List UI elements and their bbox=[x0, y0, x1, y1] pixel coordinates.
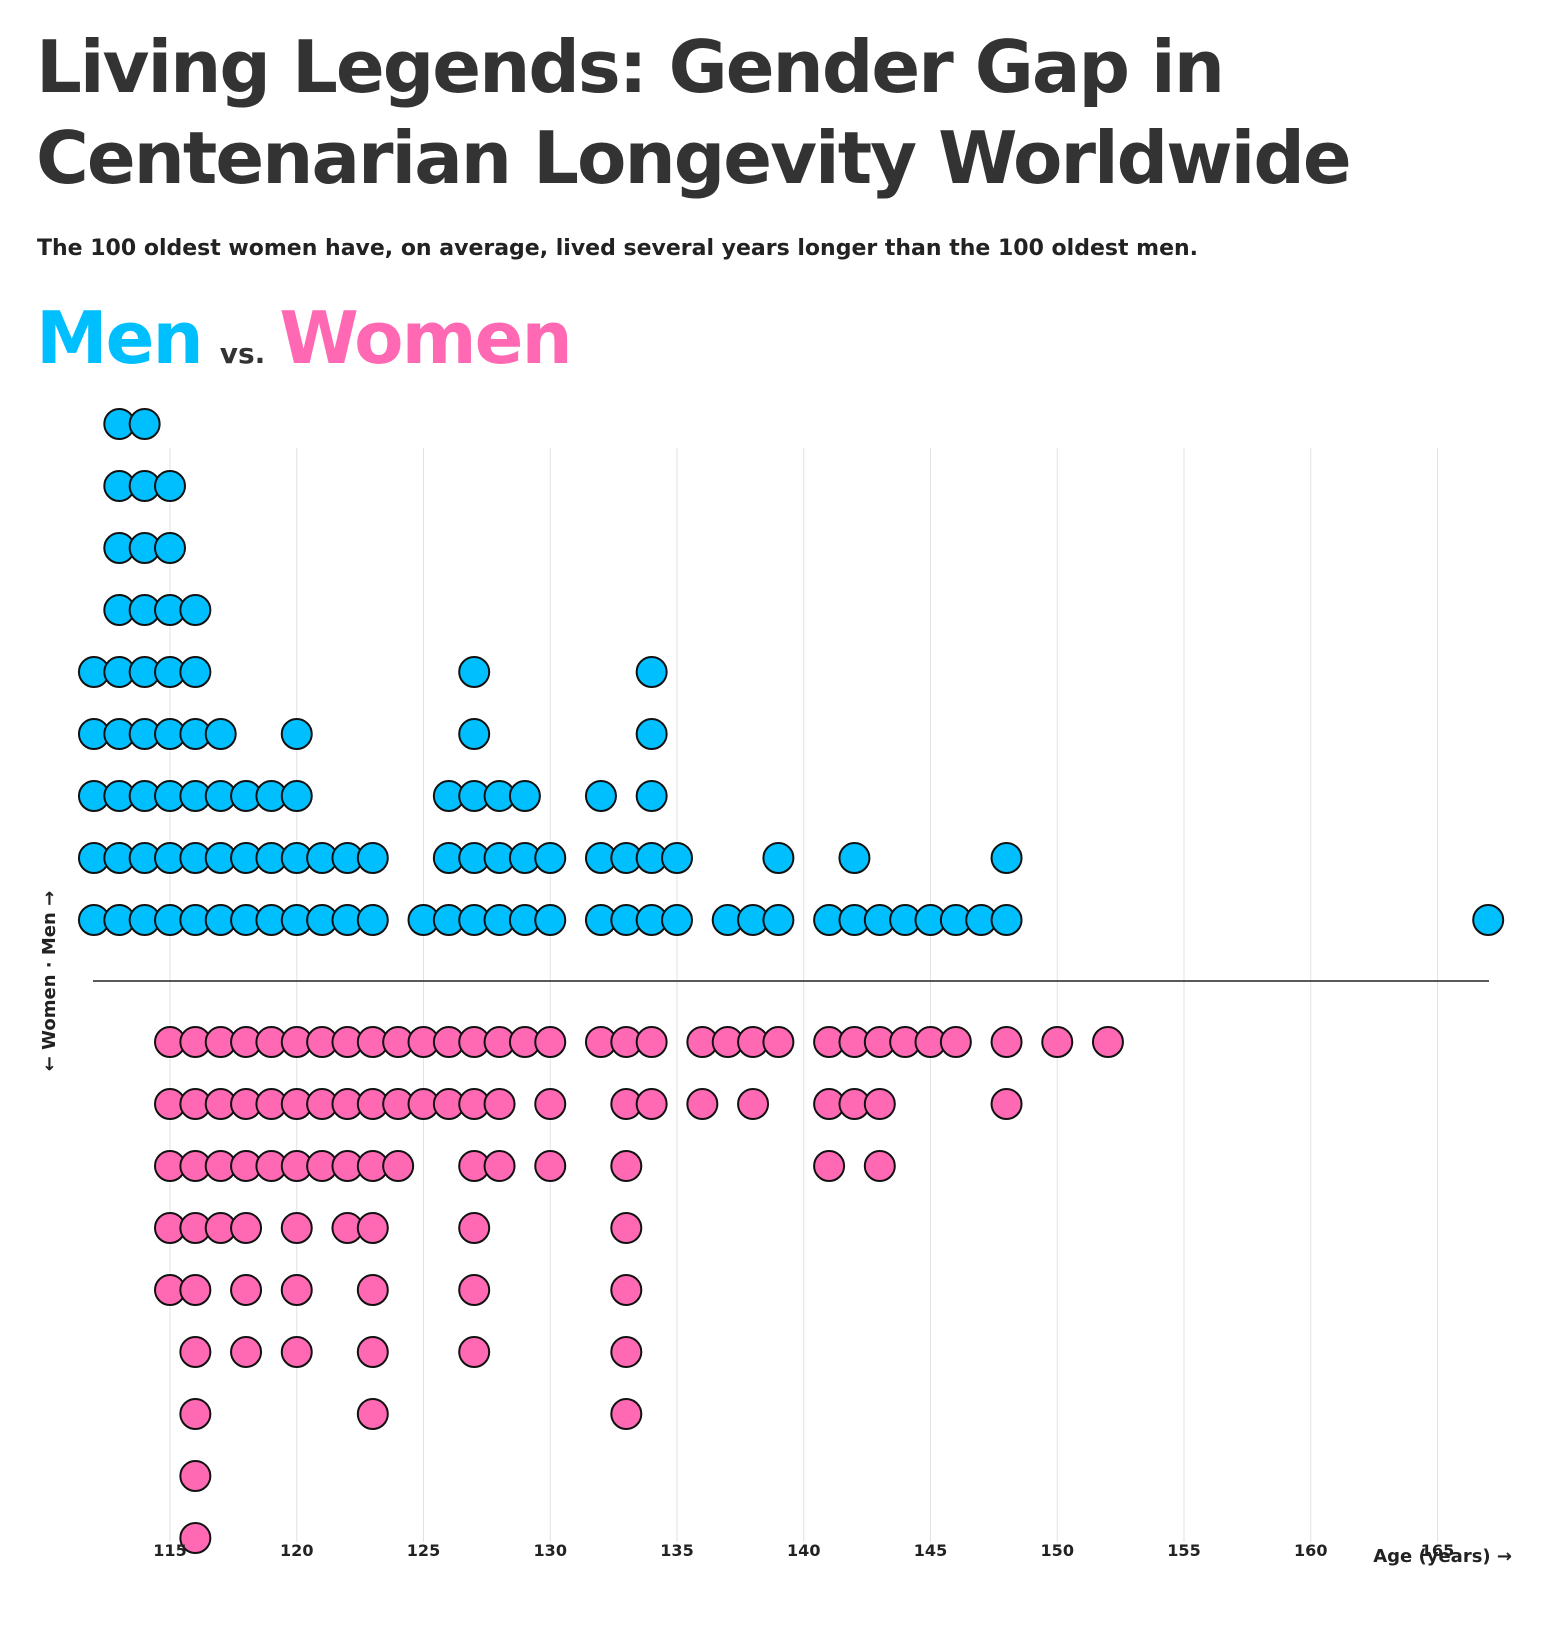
women-dot bbox=[230, 1336, 263, 1368]
women-dot bbox=[534, 1150, 567, 1182]
women-dot bbox=[990, 1026, 1023, 1058]
men-dot bbox=[838, 842, 871, 874]
legend-men-label: Men bbox=[36, 296, 204, 380]
women-dot bbox=[280, 1274, 313, 1306]
x-tick-label: 160 bbox=[1294, 1541, 1327, 1560]
men-dot bbox=[458, 718, 491, 750]
women-dot bbox=[382, 1150, 415, 1182]
women-dot bbox=[610, 1336, 643, 1368]
page-subtitle: The 100 oldest women have, on average, l… bbox=[37, 236, 1199, 261]
women-dot bbox=[458, 1336, 491, 1368]
men-dot bbox=[154, 532, 186, 564]
men-dot bbox=[356, 904, 389, 936]
women-dot bbox=[686, 1088, 719, 1120]
x-tick-label: 125 bbox=[407, 1541, 440, 1560]
y-axis-title: ← Women · Men → bbox=[39, 891, 60, 1071]
women-dot bbox=[635, 1088, 668, 1120]
men-dot bbox=[635, 718, 668, 750]
men-dot bbox=[508, 780, 541, 812]
men-dot bbox=[204, 718, 237, 750]
x-tick-label: 145 bbox=[914, 1541, 947, 1560]
legend-women-label: Women bbox=[279, 296, 572, 380]
women-dot bbox=[610, 1274, 643, 1306]
x-axis-ticks: 115 120 125 130 135 140 145 150 155 160 165 bbox=[153, 1541, 1454, 1560]
men-dot bbox=[534, 904, 567, 936]
women-dot bbox=[280, 1212, 313, 1244]
women-dot bbox=[1091, 1026, 1124, 1058]
men-dot bbox=[635, 780, 668, 812]
women-dot bbox=[458, 1274, 491, 1306]
x-tick-label: 120 bbox=[280, 1541, 313, 1560]
women-dot bbox=[939, 1026, 972, 1058]
women-dot bbox=[1041, 1026, 1074, 1058]
women-dot bbox=[179, 1398, 212, 1430]
men-dot bbox=[990, 904, 1023, 936]
women-dot bbox=[863, 1088, 896, 1120]
women-dot bbox=[610, 1212, 643, 1244]
men-dot bbox=[762, 904, 795, 936]
women-dot bbox=[737, 1088, 770, 1120]
women-dot bbox=[990, 1088, 1023, 1120]
men-dot bbox=[1472, 904, 1505, 936]
x-tick-label: 130 bbox=[534, 1541, 567, 1560]
men-dot bbox=[280, 780, 313, 812]
legend-vs-label: vs. bbox=[219, 337, 266, 370]
men-dot bbox=[990, 842, 1023, 874]
men-dot bbox=[179, 594, 212, 626]
men-dot bbox=[661, 842, 693, 874]
men-dot bbox=[458, 656, 491, 688]
women-dot bbox=[610, 1398, 643, 1430]
x-tick-label: 165 bbox=[1421, 1541, 1454, 1560]
women-dot bbox=[534, 1088, 567, 1120]
x-tick-label: 155 bbox=[1167, 1541, 1200, 1560]
women-dot bbox=[179, 1336, 212, 1368]
women-dot bbox=[356, 1336, 389, 1368]
women-dot bbox=[483, 1088, 516, 1120]
women-dot bbox=[179, 1274, 212, 1306]
women-dot bbox=[356, 1212, 389, 1244]
women-dot bbox=[179, 1522, 212, 1554]
men-dot bbox=[356, 842, 389, 874]
x-tick-label: 150 bbox=[1041, 1541, 1074, 1560]
women-dot bbox=[534, 1026, 567, 1058]
men-dot bbox=[128, 408, 161, 440]
women-dot bbox=[230, 1274, 263, 1306]
x-tick-label: 135 bbox=[660, 1541, 693, 1560]
x-axis-title: Age (years) → bbox=[1373, 1546, 1512, 1567]
men-dot bbox=[762, 842, 795, 874]
women-dot bbox=[483, 1150, 516, 1182]
women-dot bbox=[230, 1212, 263, 1244]
women-dot bbox=[356, 1274, 389, 1306]
men-dot bbox=[534, 842, 567, 874]
women-dot bbox=[179, 1460, 212, 1492]
women-dot bbox=[762, 1026, 795, 1058]
women-dot bbox=[635, 1026, 668, 1058]
legend-heading: Men vs. Women bbox=[36, 296, 573, 380]
men-dots bbox=[77, 408, 1505, 936]
women-dots bbox=[154, 1026, 1124, 1554]
women-dot bbox=[863, 1150, 896, 1182]
women-dot bbox=[813, 1150, 846, 1182]
men-dot bbox=[179, 656, 212, 688]
x-tick-label: 140 bbox=[787, 1541, 820, 1560]
men-dot bbox=[661, 904, 693, 936]
men-dot bbox=[635, 656, 668, 688]
x-tick-label: 115 bbox=[153, 1541, 186, 1560]
women-dot bbox=[356, 1398, 389, 1430]
men-dot bbox=[584, 780, 617, 812]
women-dot bbox=[610, 1150, 643, 1182]
grid-lines bbox=[169, 448, 1438, 1542]
men-dot bbox=[280, 718, 313, 750]
dot-plot-chart: 115 120 125 130 135 140 145 150 155 160 165 ← Wome… bbox=[39, 408, 1512, 1567]
women-dot bbox=[280, 1336, 313, 1368]
page-title: Living Legends: Gender Gap in Centenaria… bbox=[36, 25, 1352, 200]
women-dot bbox=[458, 1212, 491, 1244]
men-dot bbox=[154, 470, 186, 502]
